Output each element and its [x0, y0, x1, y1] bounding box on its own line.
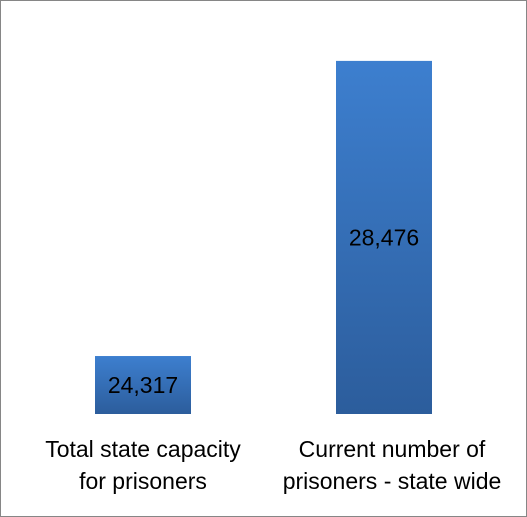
- data-label-1: 28,476: [349, 224, 419, 250]
- category-label-line: Current number of: [298, 436, 486, 462]
- category-label-capacity: Total state capacity for prisoners: [23, 433, 263, 497]
- category-label-line: prisoners - state wide: [282, 468, 502, 494]
- data-label-0: 24,317: [108, 372, 178, 398]
- bar-1: [336, 60, 432, 414]
- category-label-line: for prisoners: [79, 468, 207, 494]
- bar-0: [95, 356, 191, 414]
- category-label-current: Current number of prisoners - state wide: [272, 433, 512, 497]
- category-label-line: Total state capacity: [45, 436, 241, 462]
